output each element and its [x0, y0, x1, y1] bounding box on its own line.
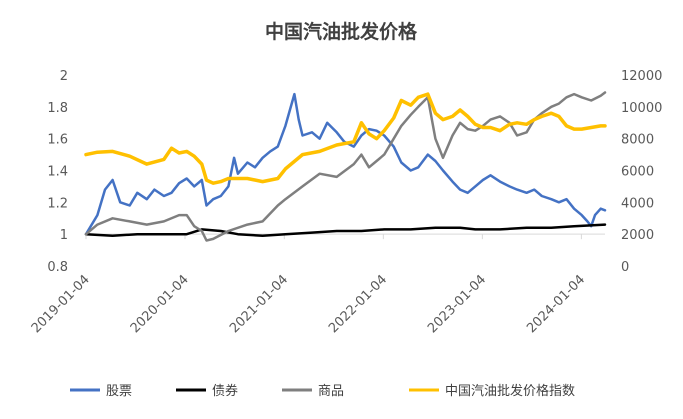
series-line — [84, 223, 607, 238]
x-tick-label: 2021-01-04 — [227, 272, 291, 336]
right-y-tick-label: 12000 — [621, 69, 662, 84]
chart-title: 中国汽油批发价格 — [265, 20, 418, 43]
x-tick-label: 2022-01-04 — [326, 272, 390, 336]
x-tick-label: 2024-01-04 — [524, 272, 588, 336]
legend: 股票 债券 商品 中国汽油批发价格指数 — [70, 383, 575, 399]
right-y-tick-label: 4000 — [621, 196, 654, 211]
series-line — [84, 91, 607, 242]
right-y-tick-label: 8000 — [621, 133, 654, 148]
legend-label: 中国汽油批发价格指数 — [445, 383, 575, 399]
legend-label: 股票 — [106, 384, 132, 399]
right-y-tick-label: 2000 — [621, 228, 654, 243]
left-y-tick-label: 1.6 — [47, 133, 68, 148]
series-lines — [84, 91, 607, 242]
left-y-tick-label: 0.8 — [47, 260, 68, 275]
left-y-tick-label: 1.4 — [47, 165, 68, 180]
legend-label: 债券 — [212, 383, 238, 399]
legend-label: 商品 — [318, 384, 344, 399]
x-tick-label: 2020-01-04 — [128, 272, 192, 336]
left-y-tick-label: 1.8 — [47, 101, 68, 116]
left-y-axis: 0.8 1 1.2 1.4 1.6 1.8 2 — [47, 69, 68, 275]
right-y-tick-label: 0 — [621, 260, 629, 275]
right-y-tick-label: 6000 — [621, 165, 654, 180]
right-y-tick-label: 10000 — [621, 101, 662, 116]
series-line — [84, 92, 607, 236]
right-y-axis: 0 2000 4000 6000 8000 10000 12000 — [621, 69, 662, 275]
x-tick-label: 2019-01-04 — [29, 272, 93, 336]
x-axis: 2019-01-04 2020-01-04 2021-01-04 2022-01-04… — [29, 233, 605, 336]
series-line — [84, 92, 607, 185]
left-y-tick-label: 2 — [60, 69, 68, 84]
left-y-tick-label: 1.2 — [47, 196, 68, 211]
left-y-tick-label: 1 — [60, 228, 68, 243]
x-tick-label: 2023-01-04 — [425, 272, 489, 336]
